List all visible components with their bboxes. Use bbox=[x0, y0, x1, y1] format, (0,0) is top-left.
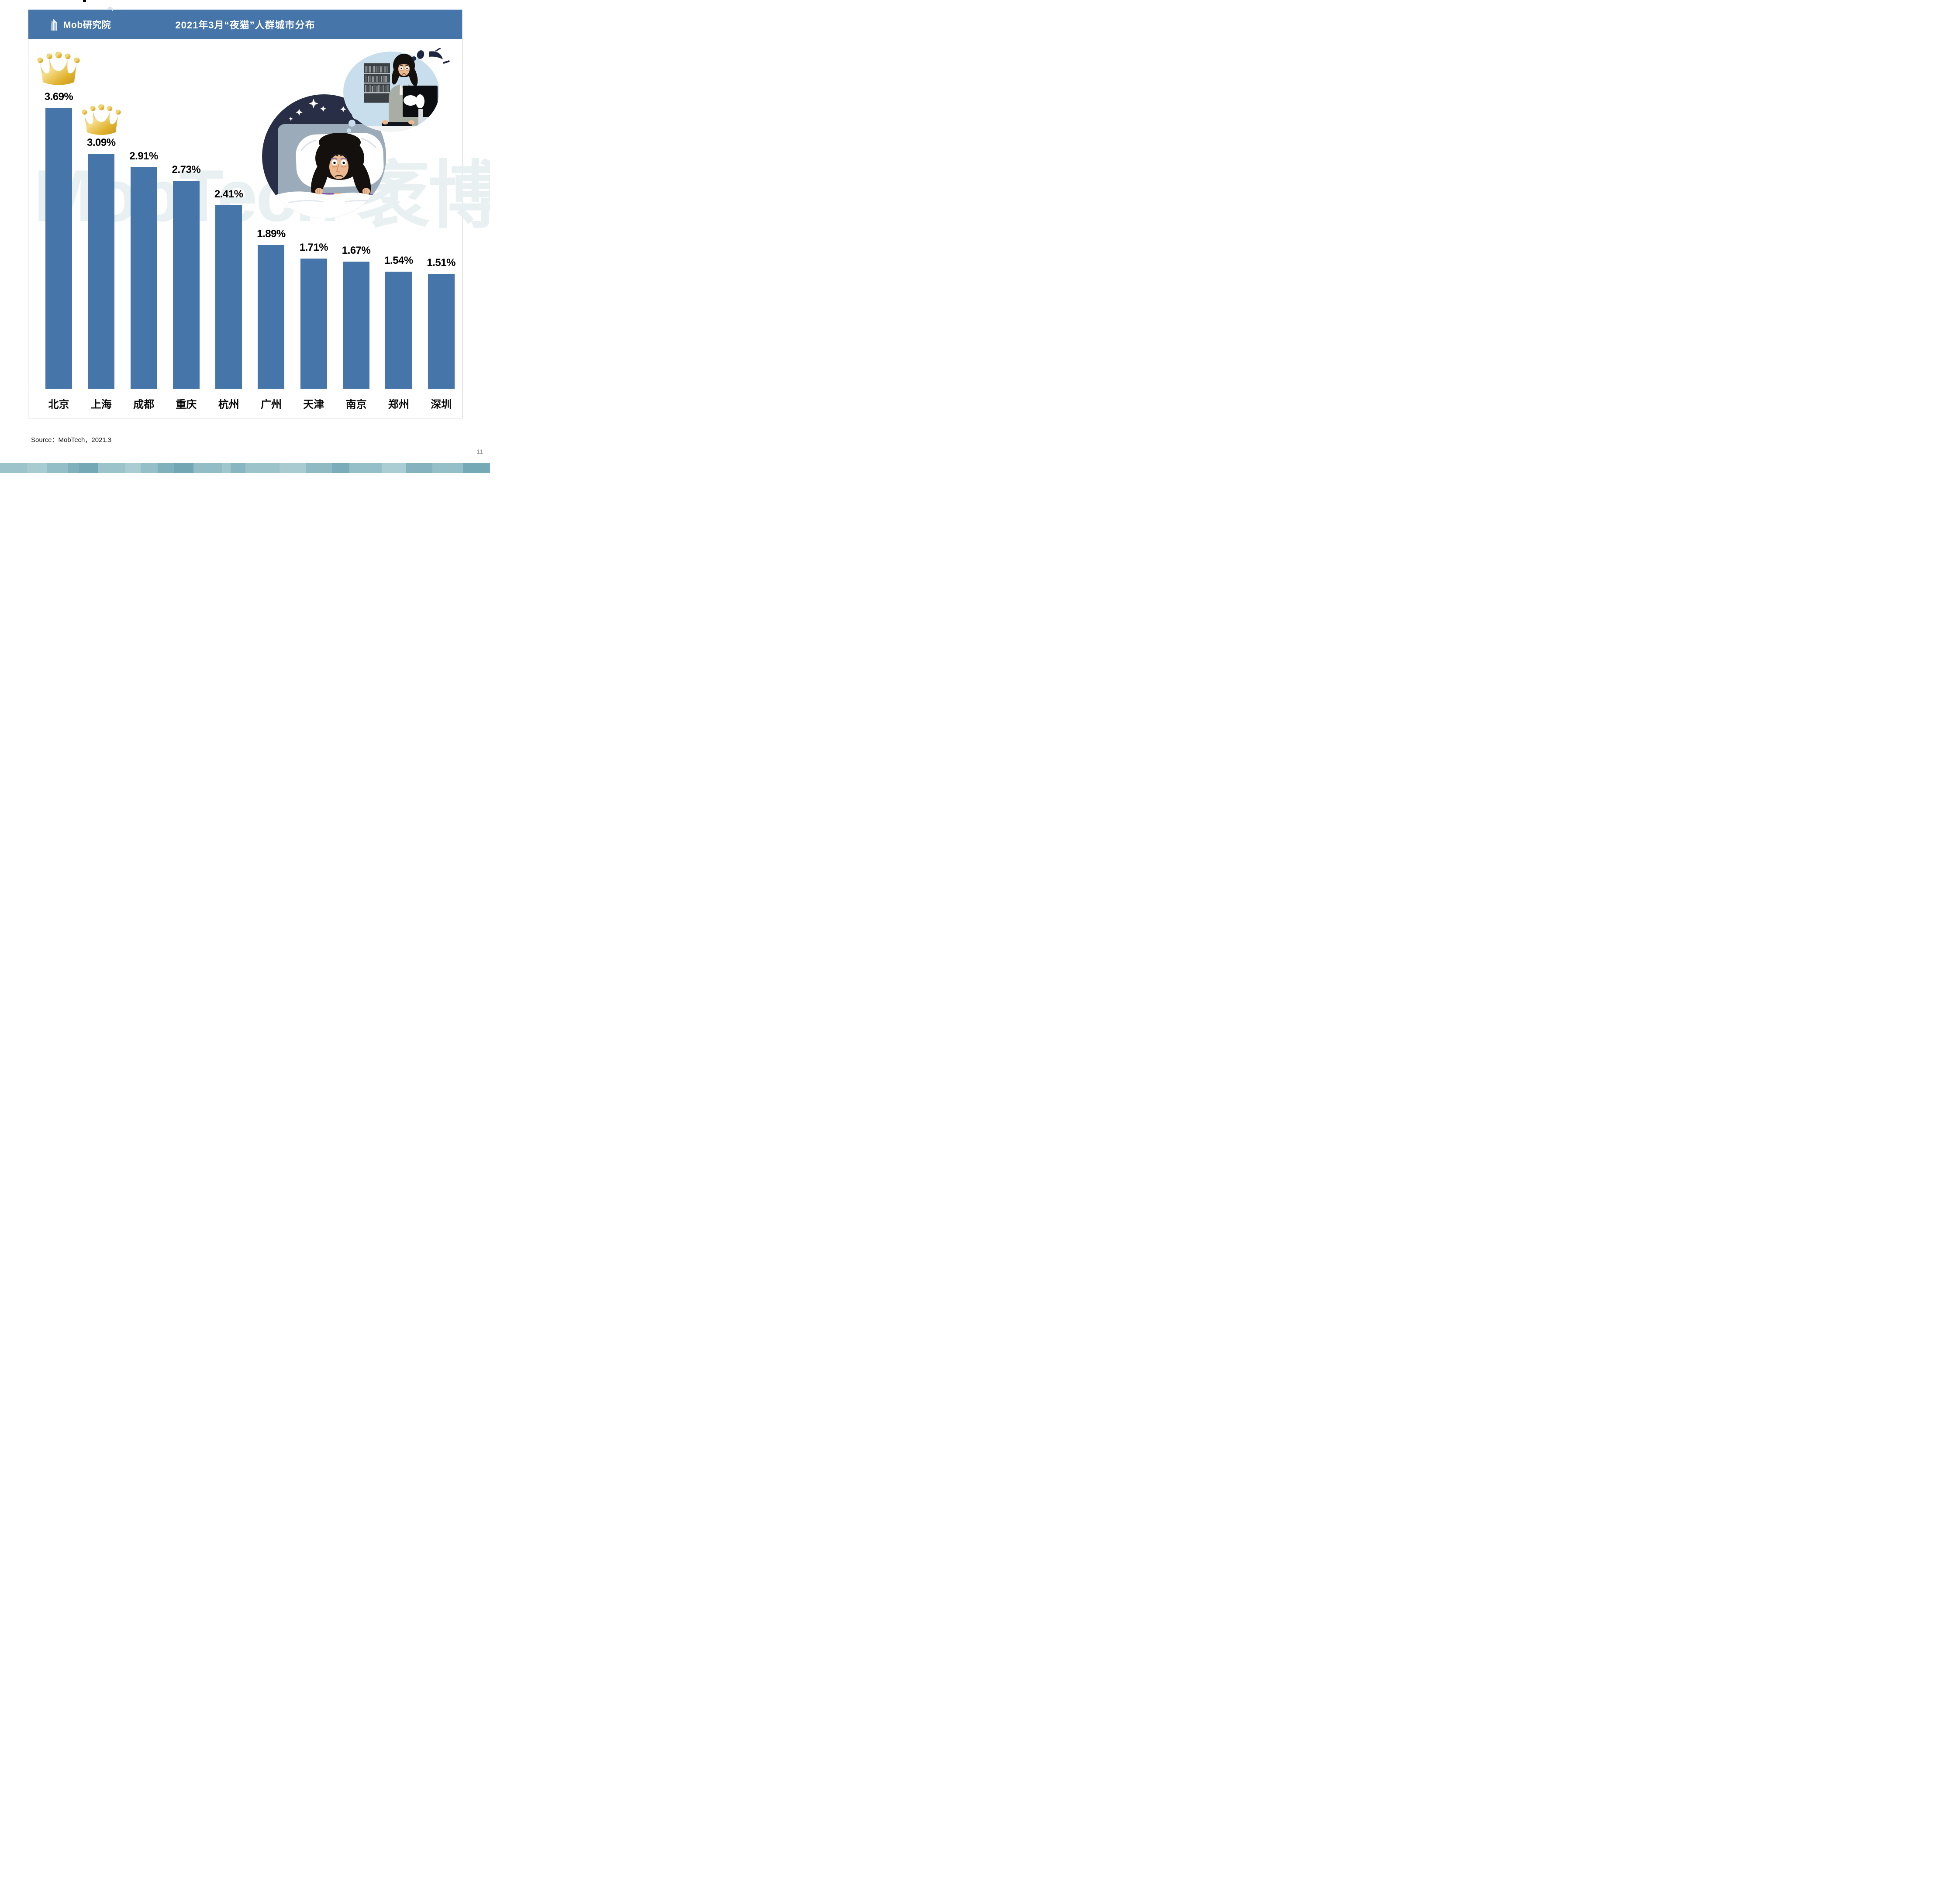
x-axis-label: 杭州 bbox=[218, 399, 239, 411]
bar-value-label: 1.51% bbox=[427, 256, 455, 269]
report-page: Mob研究院 2021年3月“夜猫”人群城市分布 MobTech 袤博 3.69… bbox=[0, 0, 490, 473]
bar bbox=[173, 181, 200, 389]
bar-value-label: 1.89% bbox=[257, 228, 286, 240]
bar bbox=[258, 245, 285, 389]
insomnia-illustration bbox=[262, 48, 450, 218]
footer-stripes bbox=[0, 463, 490, 473]
bar bbox=[215, 205, 242, 389]
x-axis-label: 重庆 bbox=[176, 399, 197, 411]
logo-text: Mob研究院 bbox=[63, 20, 111, 30]
chart-card: Mob研究院 2021年3月“夜猫”人群城市分布 MobTech 袤博 3.69… bbox=[28, 7, 490, 418]
bookshelf bbox=[364, 63, 390, 103]
bar bbox=[88, 153, 115, 389]
source-note: Source：MobTech，2021.3 bbox=[31, 436, 112, 444]
computer-monitor bbox=[403, 86, 438, 122]
face bbox=[329, 154, 349, 179]
bar-value-label: 3.69% bbox=[44, 91, 73, 103]
bar-value-label: 2.41% bbox=[214, 188, 243, 200]
x-axis-label: 广州 bbox=[260, 399, 282, 411]
bar-group: 3.09% bbox=[80, 137, 122, 389]
x-axis-label: 天津 bbox=[303, 399, 324, 411]
x-axis-labels: 北京 上海 成都 重庆 杭州 广州 天津 南京 郑州 深圳 bbox=[28, 396, 462, 411]
zzz-marks bbox=[412, 48, 450, 64]
x-axis-label: 南京 bbox=[345, 399, 367, 411]
bar-value-label: 2.73% bbox=[172, 164, 201, 176]
bar bbox=[385, 271, 412, 389]
bar-group: 2.91% bbox=[122, 150, 165, 389]
graduation-cap-icon bbox=[107, 7, 114, 11]
bar-group: 2.73% bbox=[165, 164, 207, 389]
card-header: Mob研究院 2021年3月“夜猫”人群城市分布 bbox=[28, 7, 462, 39]
bar bbox=[45, 108, 72, 389]
page-number: 11 bbox=[476, 448, 483, 455]
bar-value-label: 3.09% bbox=[87, 136, 116, 148]
bar-group: 1.51% bbox=[420, 257, 462, 389]
bar-group: 1.54% bbox=[377, 255, 420, 389]
crown-icon-rank1 bbox=[37, 52, 80, 85]
bar-group: 3.69% bbox=[38, 91, 80, 389]
x-axis-label: 深圳 bbox=[431, 399, 452, 411]
x-axis-label: 上海 bbox=[90, 399, 112, 411]
page-title: 2021年3月“夜猫”人群城市分布 bbox=[175, 19, 315, 31]
x-axis-label: 郑州 bbox=[388, 399, 409, 411]
logo: Mob研究院 bbox=[49, 7, 114, 39]
bar-value-label: 2.91% bbox=[129, 150, 158, 162]
bar-group: 1.89% bbox=[250, 228, 292, 389]
bar-value-label: 1.54% bbox=[384, 254, 413, 266]
bar-value-label: 1.71% bbox=[299, 242, 328, 254]
keyboard bbox=[382, 122, 412, 126]
bar-group: 1.71% bbox=[293, 242, 335, 389]
black-mark bbox=[83, 0, 86, 2]
bar-group: 2.41% bbox=[207, 188, 250, 389]
bar-value-label: 1.67% bbox=[342, 245, 371, 257]
bar-group: 1.67% bbox=[335, 245, 377, 389]
building-icon bbox=[51, 18, 57, 31]
bar bbox=[428, 273, 455, 389]
x-axis-label: 成都 bbox=[133, 399, 155, 411]
bar bbox=[300, 259, 327, 389]
bar-plot: 3.69% 3.09% 2.91% 2.73% 2.41% 1.89% 1.71% 1.67%… bbox=[28, 10, 462, 389]
bar bbox=[130, 167, 157, 389]
night-scene bbox=[262, 94, 386, 218]
hands bbox=[315, 188, 370, 194]
crown-icon-rank2 bbox=[82, 104, 121, 135]
x-axis-label: 北京 bbox=[48, 399, 69, 411]
bar bbox=[343, 262, 370, 389]
stars bbox=[289, 99, 346, 121]
blanket bbox=[271, 191, 386, 218]
